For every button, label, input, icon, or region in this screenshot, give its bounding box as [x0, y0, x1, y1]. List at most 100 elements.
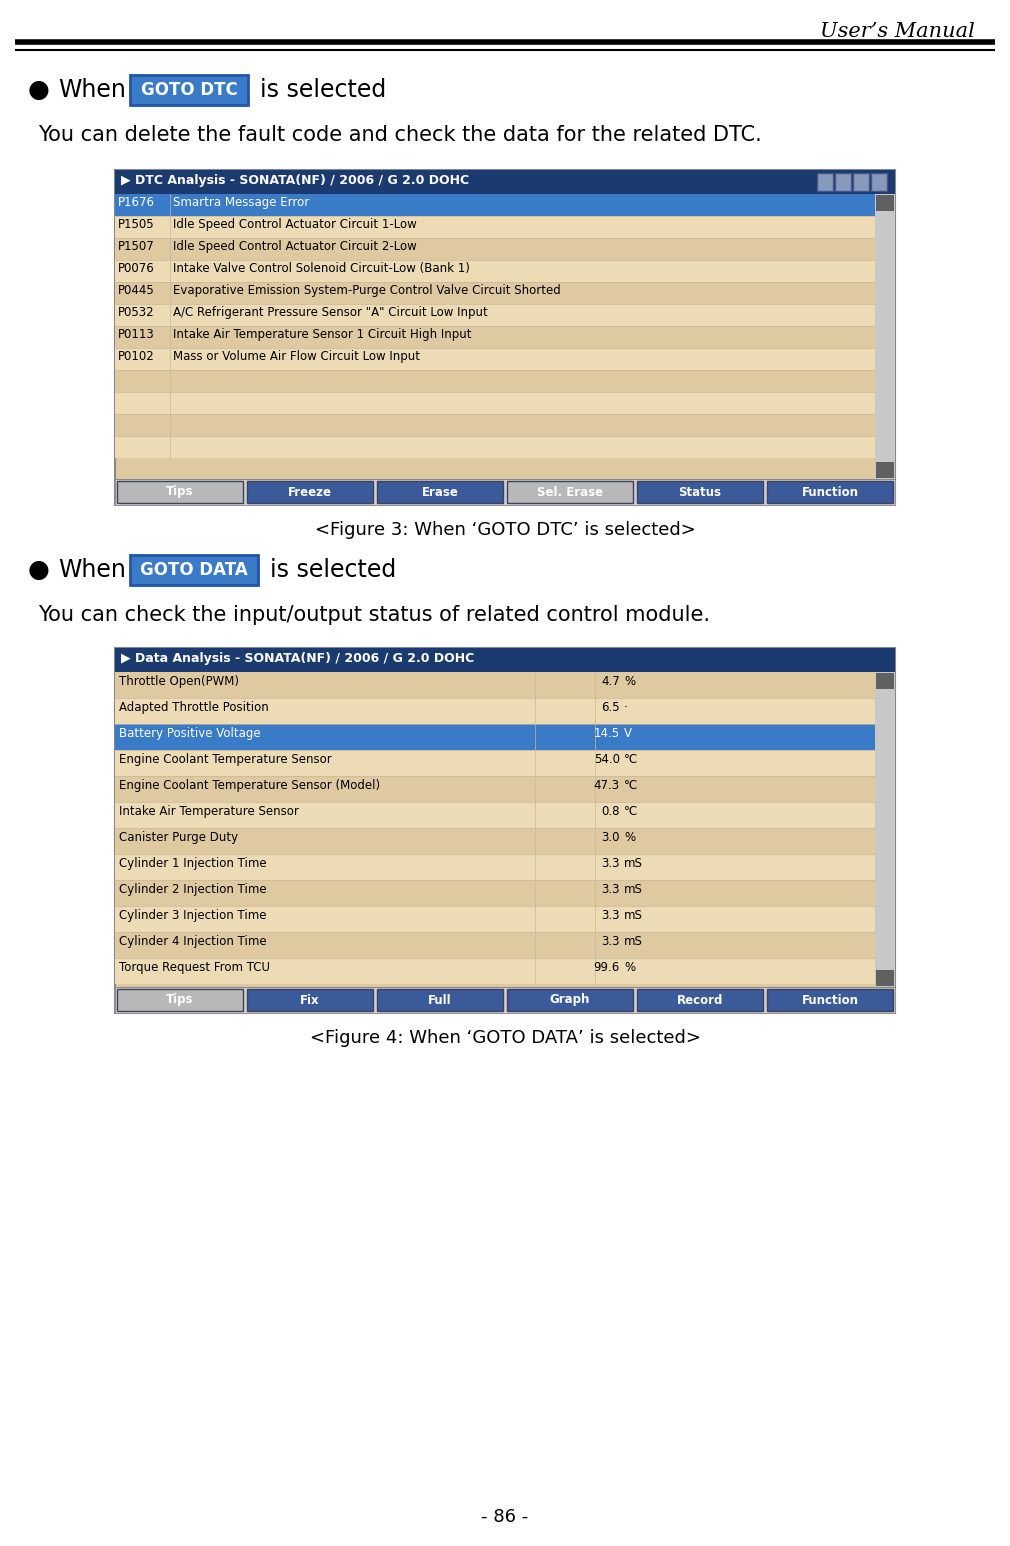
Text: Record: Record [677, 994, 723, 1006]
Bar [835, 173, 851, 192]
Bar [115, 648, 895, 673]
Text: 99.6: 99.6 [594, 962, 620, 974]
Bar [875, 673, 895, 986]
Text: Graph: Graph [549, 994, 590, 1006]
Bar [130, 555, 258, 584]
Text: is selected: is selected [270, 558, 396, 581]
Text: A/C Refrigerant Pressure Sensor "A" Circuit Low Input: A/C Refrigerant Pressure Sensor "A" Circ… [173, 306, 488, 318]
Bar [115, 216, 875, 238]
Text: Throttle Open(PWM): Throttle Open(PWM) [119, 676, 239, 688]
Bar [115, 959, 875, 983]
Text: %: % [624, 676, 635, 688]
Text: P0445: P0445 [118, 284, 155, 297]
Bar [115, 479, 895, 506]
Bar [115, 906, 875, 932]
Text: 3.3: 3.3 [602, 935, 620, 948]
Bar [377, 481, 503, 502]
Bar [817, 173, 833, 192]
Bar [115, 170, 895, 506]
Text: 4.7: 4.7 [601, 676, 620, 688]
Text: Cylinder 3 Injection Time: Cylinder 3 Injection Time [119, 909, 267, 921]
Text: Cylinder 1 Injection Time: Cylinder 1 Injection Time [119, 856, 267, 870]
Text: Erase: Erase [421, 485, 459, 498]
Text: Intake Valve Control Solenoid Circuit-Low (Bank 1): Intake Valve Control Solenoid Circuit-Lo… [173, 261, 470, 275]
Text: ●: ● [28, 77, 49, 102]
Bar [115, 673, 875, 697]
Text: Intake Air Temperature Sensor: Intake Air Temperature Sensor [119, 805, 299, 818]
Text: Tips: Tips [167, 485, 194, 498]
Bar [115, 750, 875, 776]
Bar [115, 369, 875, 393]
Text: Idle Speed Control Actuator Circuit 1-Low: Idle Speed Control Actuator Circuit 1-Lo… [173, 218, 417, 230]
Text: mS: mS [624, 909, 643, 921]
Bar [637, 481, 763, 502]
Text: Adapted Throttle Position: Adapted Throttle Position [119, 700, 269, 714]
Text: Smartra Message Error: Smartra Message Error [173, 196, 309, 209]
Text: <Figure 3: When ‘GOTO DTC’ is selected>: <Figure 3: When ‘GOTO DTC’ is selected> [315, 521, 695, 540]
Text: GOTO DTC: GOTO DTC [140, 80, 237, 99]
Text: Evaporative Emission System-Purge Control Valve Circuit Shorted: Evaporative Emission System-Purge Contro… [173, 284, 561, 297]
Bar [115, 932, 875, 959]
Bar [247, 989, 373, 1011]
Bar [507, 989, 633, 1011]
Text: P0102: P0102 [118, 349, 155, 363]
Bar [115, 853, 875, 880]
Bar [876, 969, 894, 986]
Bar [637, 989, 763, 1011]
Bar [115, 648, 895, 1013]
Text: When: When [58, 558, 126, 581]
Text: °C: °C [624, 779, 638, 792]
Text: °C: °C [624, 805, 638, 818]
Text: 14.5: 14.5 [594, 727, 620, 741]
Text: Canister Purge Duty: Canister Purge Duty [119, 832, 238, 844]
Text: P0076: P0076 [118, 261, 155, 275]
Bar [117, 989, 243, 1011]
Text: Status: Status [679, 485, 721, 498]
Text: You can check the input/output status of related control module.: You can check the input/output status of… [38, 604, 710, 625]
Text: Full: Full [428, 994, 451, 1006]
Text: is selected: is selected [260, 77, 386, 102]
Text: Idle Speed Control Actuator Circuit 2-Low: Idle Speed Control Actuator Circuit 2-Lo… [173, 240, 417, 254]
Bar [767, 481, 893, 502]
Text: Engine Coolant Temperature Sensor: Engine Coolant Temperature Sensor [119, 753, 331, 765]
Bar [115, 697, 875, 724]
Text: 0.8: 0.8 [602, 805, 620, 818]
Text: ●: ● [28, 558, 49, 581]
Bar [876, 195, 894, 210]
Text: P1676: P1676 [118, 196, 155, 209]
Bar [115, 170, 895, 193]
Bar [115, 436, 875, 458]
Bar [115, 326, 875, 348]
Bar [115, 260, 875, 281]
Text: Function: Function [802, 485, 858, 498]
Text: 54.0: 54.0 [594, 753, 620, 765]
Text: User’s Manual: User’s Manual [820, 22, 975, 42]
Text: You can delete the fault code and check the data for the related DTC.: You can delete the fault code and check … [38, 125, 762, 145]
Text: %: % [624, 962, 635, 974]
Bar [130, 76, 248, 105]
Text: Mass or Volume Air Flow Circuit Low Input: Mass or Volume Air Flow Circuit Low Inpu… [173, 349, 420, 363]
Bar [115, 776, 875, 802]
Text: 3.3: 3.3 [602, 909, 620, 921]
Bar [115, 414, 875, 436]
Bar [115, 829, 875, 853]
Text: ▶ DTC Analysis - SONATA(NF) / 2006 / G 2.0 DOHC: ▶ DTC Analysis - SONATA(NF) / 2006 / G 2… [121, 175, 469, 187]
Text: Engine Coolant Temperature Sensor (Model): Engine Coolant Temperature Sensor (Model… [119, 779, 380, 792]
Bar [115, 281, 875, 305]
Bar [507, 481, 633, 502]
Text: 3.0: 3.0 [602, 832, 620, 844]
Text: %: % [624, 832, 635, 844]
Bar [115, 193, 875, 216]
Text: Torque Request From TCU: Torque Request From TCU [119, 962, 270, 974]
Text: Sel. Erase: Sel. Erase [537, 485, 603, 498]
Text: V: V [624, 727, 632, 741]
Text: P1505: P1505 [118, 218, 155, 230]
Bar [117, 481, 243, 502]
Text: Tips: Tips [167, 994, 194, 1006]
Bar [115, 393, 875, 414]
Bar [115, 880, 875, 906]
Bar [377, 989, 503, 1011]
Text: Battery Positive Voltage: Battery Positive Voltage [119, 727, 261, 741]
Text: 47.3: 47.3 [594, 779, 620, 792]
Bar [115, 238, 875, 260]
